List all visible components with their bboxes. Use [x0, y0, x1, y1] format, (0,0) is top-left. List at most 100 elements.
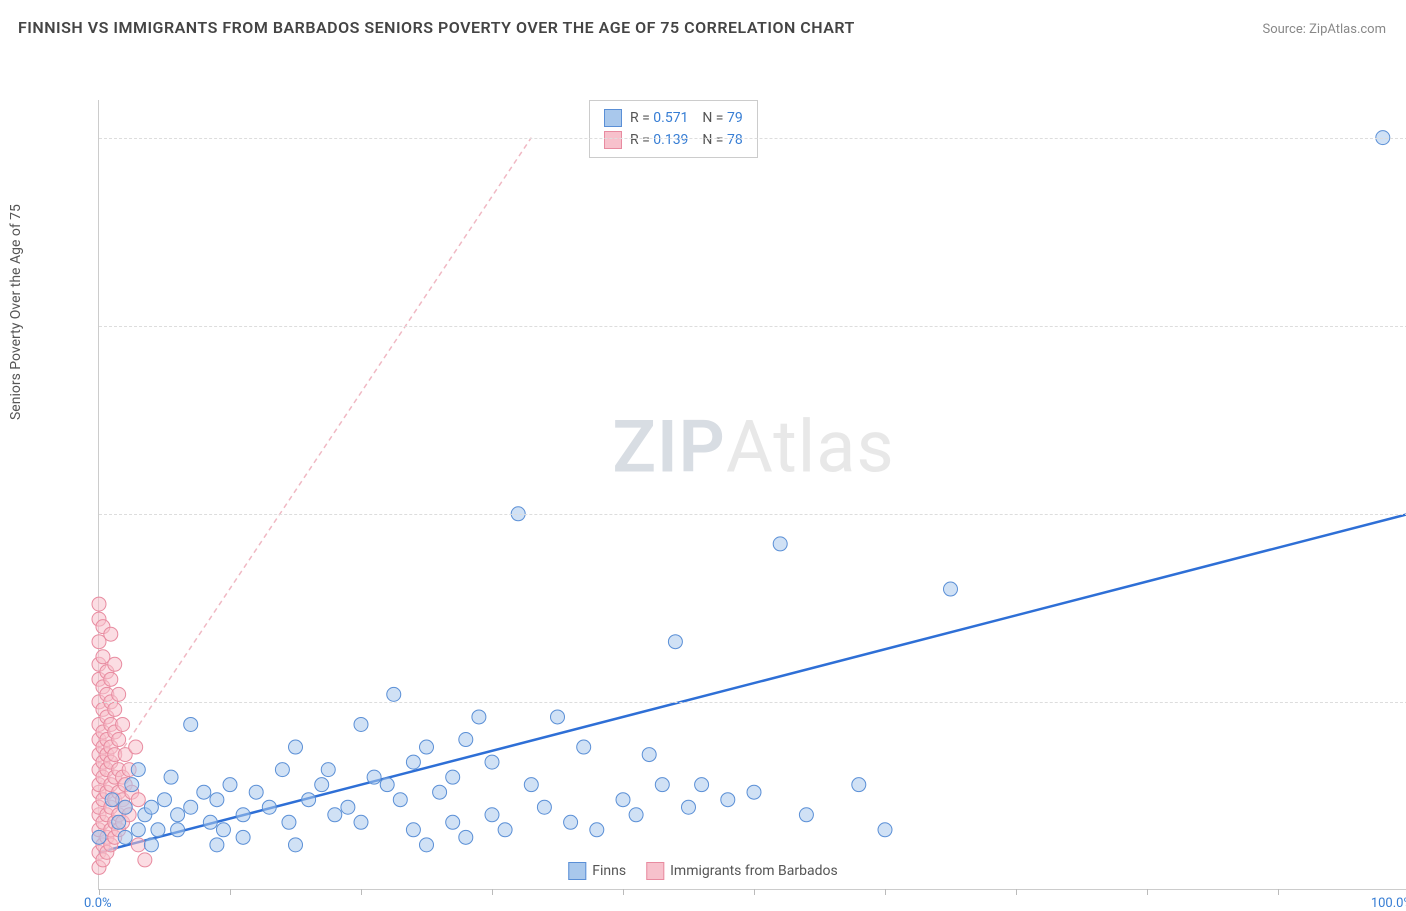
r-value-finns: 0.571 [653, 110, 688, 126]
legend-label-barbados: Immigrants from Barbados [670, 863, 838, 879]
data-point [328, 808, 342, 822]
data-point [354, 815, 368, 829]
data-point [184, 800, 198, 814]
legend-label-finns: Finns [592, 863, 626, 879]
chart-title: FINNISH VS IMMIGRANTS FROM BARBADOS SENI… [18, 18, 855, 37]
data-point [302, 793, 316, 807]
data-point [642, 748, 656, 762]
data-point [104, 672, 118, 686]
data-point [112, 687, 126, 701]
data-point [393, 793, 407, 807]
trend-line [99, 138, 531, 785]
x-tick-mark [99, 889, 100, 895]
data-point [144, 838, 158, 852]
data-point [158, 793, 172, 807]
data-point [92, 597, 106, 611]
n-label-2: N = [702, 132, 727, 148]
data-point [131, 793, 145, 807]
data-point [472, 710, 486, 724]
data-point [131, 823, 145, 837]
data-point [171, 823, 185, 837]
swatch-barbados [604, 131, 622, 149]
data-point [367, 770, 381, 784]
chart-container: ZIPAtlas R = 0.571 N = 79 R = 0.139 N = … [50, 50, 1390, 840]
data-point [629, 808, 643, 822]
data-point [184, 717, 198, 731]
data-point [721, 793, 735, 807]
data-point [105, 793, 119, 807]
r-value-barbados: 0.139 [653, 132, 688, 148]
data-point [262, 800, 276, 814]
data-point [236, 808, 250, 822]
data-point [420, 838, 434, 852]
data-point [108, 702, 122, 716]
data-point [459, 830, 473, 844]
n-label: N = [702, 110, 727, 126]
data-point [655, 778, 669, 792]
data-point [799, 808, 813, 822]
x-tick-mark [230, 889, 231, 895]
grid-line [99, 138, 1406, 139]
data-point [485, 808, 499, 822]
data-point [695, 778, 709, 792]
correlation-legend: R = 0.571 N = 79 R = 0.139 N = 78 [589, 100, 758, 158]
data-point [321, 763, 335, 777]
source-link[interactable]: ZipAtlas.com [1309, 22, 1386, 37]
data-point [341, 800, 355, 814]
data-point [108, 657, 122, 671]
data-point [197, 785, 211, 799]
data-point [171, 808, 185, 822]
data-point [433, 785, 447, 799]
data-point [118, 830, 132, 844]
data-point [459, 733, 473, 747]
data-point [118, 800, 132, 814]
data-point [944, 582, 958, 596]
x-tick-mark [361, 889, 362, 895]
x-tick-mark [1016, 889, 1017, 895]
data-point [289, 740, 303, 754]
data-point [116, 717, 130, 731]
data-point [129, 740, 143, 754]
legend-item-barbados: Immigrants from Barbados [646, 862, 838, 880]
data-point [564, 815, 578, 829]
data-point [216, 823, 230, 837]
x-tick-mark [885, 889, 886, 895]
data-point [164, 770, 178, 784]
data-point [125, 778, 139, 792]
grid-line [99, 326, 1406, 327]
correlation-row-finns: R = 0.571 N = 79 [604, 107, 743, 129]
source-attribution: Source: ZipAtlas.com [1262, 22, 1386, 37]
grid-line [99, 514, 1406, 515]
n-value-barbados: 78 [727, 132, 743, 148]
corr-text-barbados: R = 0.139 N = 78 [630, 132, 743, 148]
data-point [92, 830, 106, 844]
corr-text-finns: R = 0.571 N = 79 [630, 110, 743, 126]
data-point [852, 778, 866, 792]
data-point [275, 763, 289, 777]
data-point [210, 793, 224, 807]
source-prefix: Source: [1262, 22, 1309, 37]
r-label: R = [630, 110, 653, 126]
data-point [131, 763, 145, 777]
grid-line [99, 702, 1406, 703]
swatch-finns [604, 109, 622, 127]
correlation-row-barbados: R = 0.139 N = 78 [604, 129, 743, 151]
data-point [203, 815, 217, 829]
data-point [446, 770, 460, 784]
data-point [668, 635, 682, 649]
data-point [420, 740, 434, 754]
data-point [485, 755, 499, 769]
n-value-finns: 79 [727, 110, 743, 126]
data-point [551, 710, 565, 724]
data-point [747, 785, 761, 799]
data-point [537, 800, 551, 814]
data-point [354, 717, 368, 731]
x-tick-100: 100.0% [1371, 896, 1406, 911]
plot-area: ZIPAtlas R = 0.571 N = 79 R = 0.139 N = … [98, 100, 1406, 890]
scatter-plot-svg [99, 100, 1406, 889]
legend-item-finns: Finns [568, 862, 626, 880]
data-point [151, 823, 165, 837]
x-tick-mark [623, 889, 624, 895]
x-tick-mark [754, 889, 755, 895]
data-point [590, 823, 604, 837]
